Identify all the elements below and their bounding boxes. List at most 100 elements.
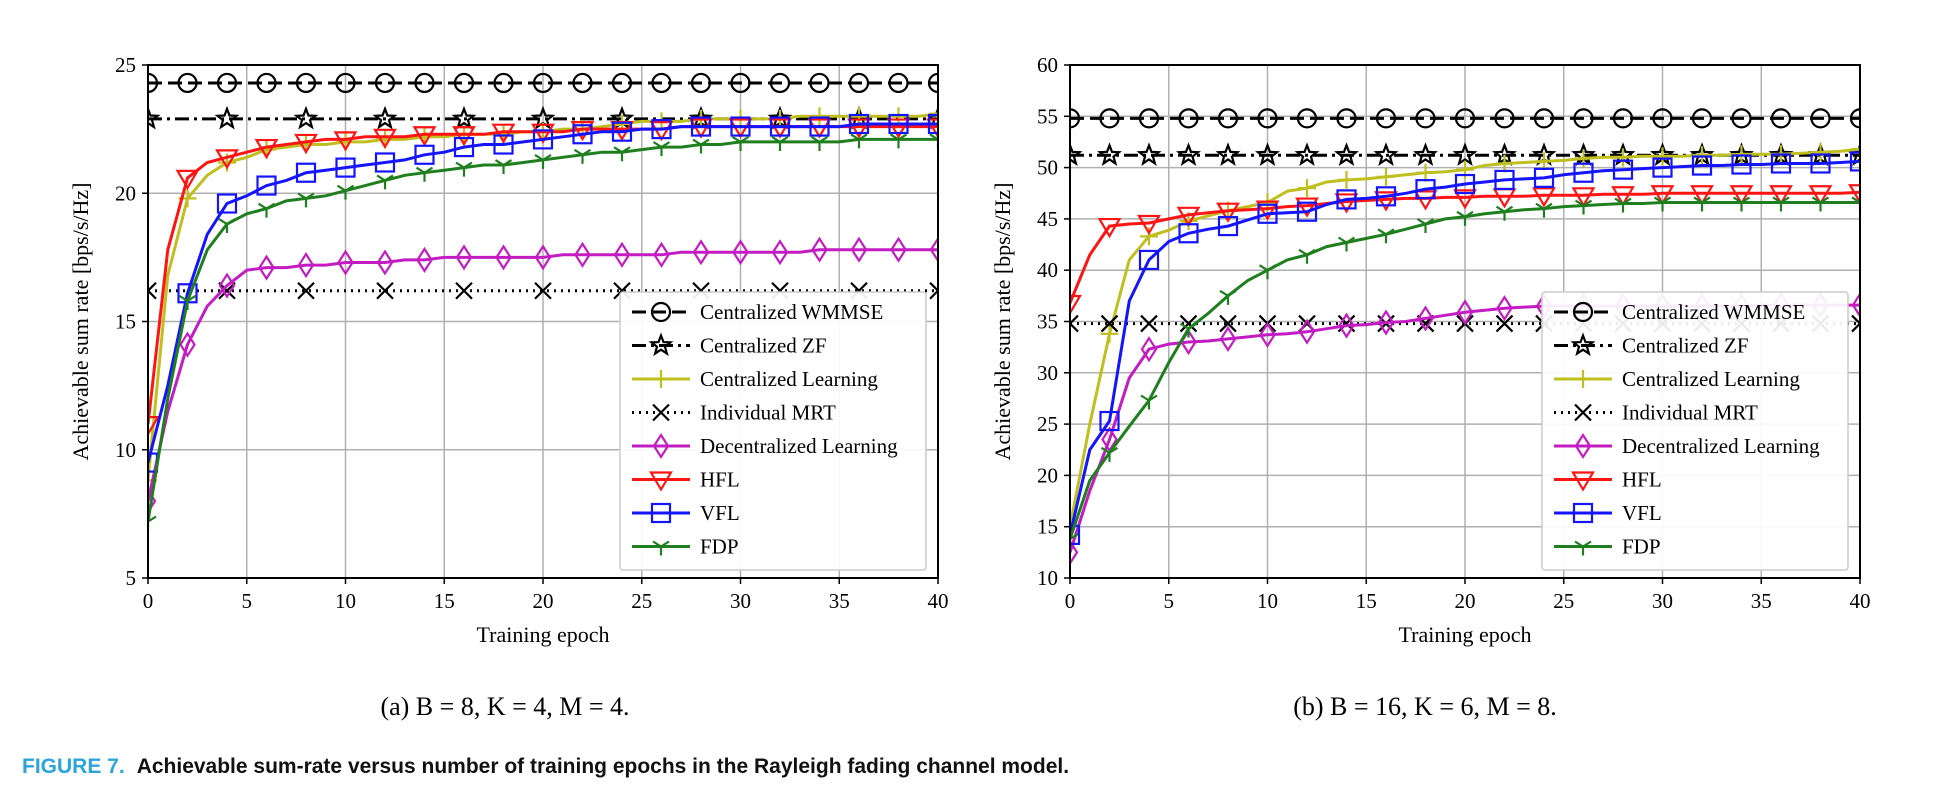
x-tick-label: 15 — [434, 589, 455, 613]
data-point-centralized_wmmse — [611, 72, 633, 94]
data-point-centralized_wmmse — [1731, 108, 1752, 129]
data-point-vfl — [1336, 189, 1357, 210]
legend-marker-individual_mrt — [1574, 403, 1592, 422]
data-point-hfl — [215, 149, 239, 170]
x-tick-label: 15 — [1356, 589, 1377, 613]
data-point-centralized_learning — [1732, 145, 1751, 164]
data-point-centralized_zf — [1452, 142, 1478, 166]
x-tick-label: 5 — [1164, 589, 1175, 613]
data-point-decentralized_learning — [1377, 309, 1395, 336]
data-point-decentralized_learning — [653, 241, 670, 268]
data-point-vfl — [690, 116, 712, 137]
y-tick-label: 60 — [1037, 53, 1058, 77]
data-point-centralized_wmmse — [1691, 108, 1713, 129]
data-point-hfl — [1070, 294, 1082, 316]
data-point-vfl — [1652, 157, 1673, 178]
data-point-centralized_learning — [810, 107, 829, 126]
data-point-fdp — [148, 515, 157, 531]
data-point-centralized_wmmse — [651, 72, 672, 94]
legend-marker-individual_mrt — [652, 403, 670, 422]
data-point-vfl — [493, 134, 514, 155]
x-tick-label: 10 — [335, 589, 356, 613]
data-point-fdp — [652, 141, 671, 157]
y-tick-label: 15 — [1037, 515, 1058, 539]
data-point-centralized_wmmse — [1375, 108, 1397, 129]
data-point-fdp — [889, 133, 908, 149]
data-point-fdp — [1258, 264, 1277, 280]
data-point-vfl — [1849, 151, 1860, 172]
data-point-centralized_zf — [1136, 142, 1162, 166]
data-point-centralized_learning — [1693, 146, 1711, 165]
data-point-fdp — [1140, 394, 1158, 410]
data-point-fdp — [1811, 196, 1830, 212]
data-point-fdp — [613, 146, 631, 162]
data-point-decentralized_learning — [376, 249, 394, 276]
y-tick-label: 20 — [1037, 463, 1058, 487]
data-point-hfl — [926, 118, 938, 139]
data-point-fdp — [1456, 210, 1474, 226]
data-point-centralized_wmmse — [1070, 108, 1081, 129]
data-point-hfl — [1295, 197, 1319, 218]
data-point-vfl — [1070, 524, 1081, 546]
data-point-centralized_wmmse — [1810, 108, 1831, 129]
data-point-vfl — [769, 116, 791, 137]
y-tick-label: 45 — [1037, 207, 1058, 231]
data-point-centralized_wmmse — [1494, 108, 1515, 129]
data-point-vfl — [1099, 410, 1120, 432]
legend-box — [619, 291, 927, 571]
data-point-centralized_zf — [1176, 142, 1201, 166]
data-point-hfl — [1334, 193, 1359, 214]
data-point-centralized_wmmse — [453, 72, 475, 94]
data-point-decentralized_learning — [416, 246, 433, 273]
data-point-hfl — [1216, 202, 1240, 223]
data-point-hfl — [1571, 187, 1596, 208]
legend-label: FDP — [700, 535, 739, 559]
data-point-fdp — [257, 202, 276, 218]
data-point-centralized_learning — [1377, 167, 1395, 186]
data-point-hfl — [452, 126, 476, 147]
data-point-centralized_wmmse — [572, 72, 593, 94]
data-point-vfl — [1770, 153, 1792, 174]
data-point-individual_mrt — [376, 281, 394, 300]
data-point-fdp — [178, 295, 197, 310]
y-tick-label: 20 — [115, 181, 136, 205]
data-point-hfl — [531, 123, 555, 144]
legend-marker-centralized_wmmse — [650, 301, 672, 323]
data-point-hfl — [1808, 185, 1833, 206]
data-point-decentralized_learning — [297, 252, 315, 279]
data-point-centralized_learning — [1100, 324, 1119, 343]
data-point-fdp — [1495, 205, 1514, 221]
data-point-individual_mrt — [297, 281, 315, 300]
data-point-vfl — [1494, 169, 1515, 191]
data-point-hfl — [1255, 200, 1280, 221]
legend-label: Decentralized Learning — [700, 434, 898, 458]
x-tick-label: 40 — [928, 589, 949, 613]
data-point-fdp — [1377, 228, 1395, 244]
data-point-centralized_zf — [372, 105, 398, 130]
caption-text: Achievable sum-rate versus number of tra… — [136, 755, 1070, 778]
data-point-vfl — [927, 113, 938, 135]
data-point-fdp — [1732, 196, 1751, 212]
data-point-fdp — [1653, 196, 1672, 212]
data-point-centralized_zf — [1373, 142, 1399, 166]
data-point-decentralized_learning — [1219, 325, 1237, 352]
data-point-hfl — [373, 128, 397, 149]
data-point-hfl — [294, 133, 318, 155]
data-point-hfl — [1413, 190, 1438, 211]
data-point-centralized_wmmse — [1099, 108, 1120, 129]
data-point-fdp — [494, 159, 513, 175]
data-point-fdp — [455, 161, 473, 177]
x-tick-label: 40 — [1850, 589, 1871, 613]
figure-caption: FIGURE 7. Achievable sum-rate versus numb… — [22, 755, 1069, 779]
data-point-centralized_wmmse — [1533, 108, 1555, 129]
x-tick-label: 35 — [1751, 589, 1772, 613]
data-point-individual_mrt — [1140, 314, 1158, 333]
data-point-centralized_wmmse — [148, 72, 159, 94]
data-point-hfl — [649, 121, 674, 142]
data-point-decentralized_learning — [1259, 321, 1276, 348]
legend-marker-hfl — [1571, 471, 1595, 492]
x-tick-label: 20 — [1455, 589, 1476, 613]
data-point-vfl — [1612, 159, 1634, 180]
data-point-fdp — [1219, 289, 1237, 305]
